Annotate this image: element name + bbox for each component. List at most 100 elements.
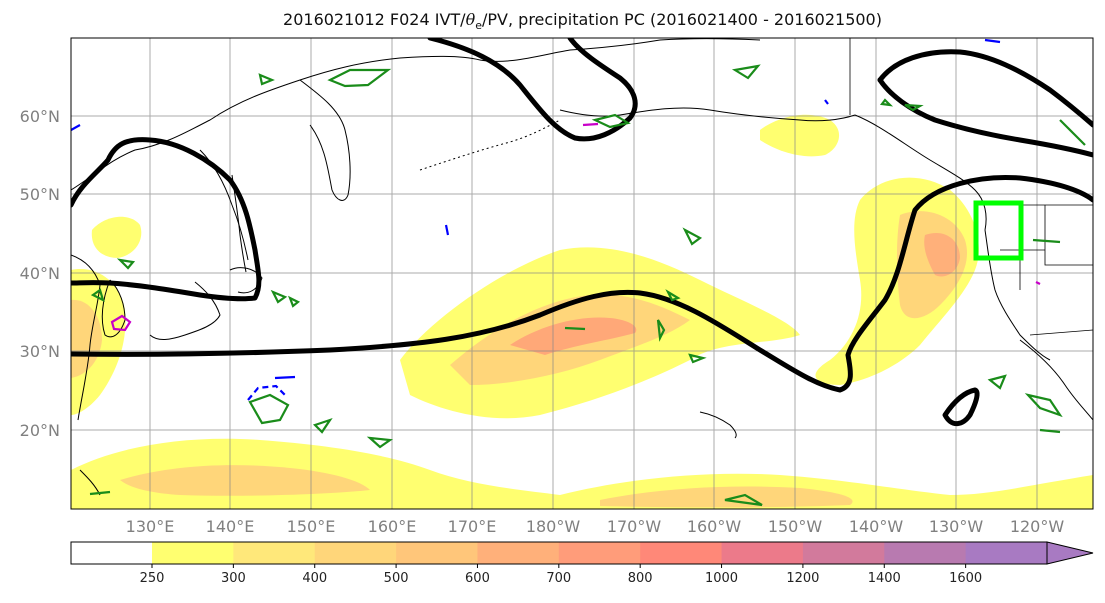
pv-blob-12	[665, 289, 681, 302]
border-us-states-2	[1044, 205, 1093, 266]
pv-neg-1	[247, 384, 286, 401]
coast-china-east	[71, 254, 101, 421]
colorbar-tick-label: 400	[302, 571, 327, 586]
pv-blob-21	[1032, 238, 1061, 244]
map-frame	[70, 37, 1094, 510]
lat-label-60n: 60°N	[20, 107, 60, 126]
lon-label-150e: 150°E	[287, 517, 336, 536]
pv-blob-13	[656, 319, 666, 342]
pv-blob-24	[1059, 119, 1086, 146]
border-us-mexico	[1029, 329, 1093, 336]
ivt-tropics-band-east-mid	[600, 486, 853, 508]
colorbar-tick-label: 250	[140, 571, 165, 586]
colorbar-tick-label: 300	[221, 571, 246, 586]
colorbar-ticks: 250 300 400 500 600 700 800 1000 1200 1400 1600	[140, 564, 982, 586]
theta-e-north-arc	[427, 38, 638, 142]
pv-blob-20	[1024, 393, 1063, 418]
coast-british-columbia	[854, 114, 987, 231]
pv-blob-10	[287, 295, 301, 308]
pv-blob-8	[90, 288, 105, 303]
latitude-labels: 60°N 50°N 40°N 30°N 20°N	[20, 107, 60, 440]
colorbar-tick-label: 500	[384, 571, 409, 586]
colorbar-extend-arrow	[1046, 541, 1094, 565]
theta-subscript: e	[475, 19, 482, 33]
lon-label-180w: 180°W	[526, 517, 581, 536]
pv-blob-11	[682, 227, 703, 246]
ivt-shading	[71, 114, 1093, 509]
colorbar-segment	[477, 542, 560, 564]
theta-e-closed-sw	[942, 387, 980, 427]
pv-magenta-3	[1035, 281, 1041, 285]
colorbar-tick-label: 1000	[705, 571, 738, 586]
coast-japan-hokkaido	[229, 267, 263, 294]
pv-blob-23	[564, 326, 586, 331]
colorbar-tick-label: 600	[465, 571, 490, 586]
theta-e-ne-loop	[877, 49, 1093, 128]
ivt-tropics-band-west-mid	[120, 465, 370, 496]
ivt-plume-north-gulf	[760, 114, 840, 157]
colorbar-segment-below	[71, 542, 152, 564]
pv-blob-19	[987, 374, 1007, 390]
pv-neg-6	[824, 99, 829, 105]
pv-blob-16	[312, 417, 333, 434]
lon-label-170w: 170°W	[607, 517, 662, 536]
pv-contours-green	[89, 64, 1086, 507]
lon-label-170e: 170°E	[448, 517, 497, 536]
colorbar: 250 300 400 500 600 700 800 1000 1200 1400 1600	[70, 541, 1094, 586]
theta-e-ne-arc-low	[877, 77, 1093, 158]
lon-label-150w: 150°W	[768, 517, 823, 536]
theta-symbol: θ	[465, 10, 476, 29]
colorbar-tick-label: 1200	[786, 571, 819, 586]
ivt-plume-central-high	[510, 317, 637, 355]
pv-neg-3	[444, 224, 450, 236]
pv-blob-25	[89, 490, 111, 496]
theta-e-contours	[71, 38, 1093, 427]
pv-blob-3	[591, 113, 631, 129]
lon-label-130e: 130°E	[126, 517, 175, 536]
colorbar-segment	[884, 542, 967, 564]
pv-neg-2	[274, 375, 296, 380]
colorbar-tick-label: 1400	[868, 571, 901, 586]
lat-label-50n: 50°N	[20, 185, 60, 204]
coast-siberia-north	[71, 55, 481, 191]
pv-neg-5	[984, 38, 1001, 44]
pv-blob-5	[879, 98, 894, 107]
pv-blob-15	[248, 393, 290, 425]
pv-blob-2	[258, 73, 275, 86]
colorbar-segments	[152, 542, 1048, 564]
ivt-plume-east-high	[924, 232, 960, 277]
pv-blob-17	[366, 436, 394, 449]
coast-korea	[101, 279, 126, 338]
pv-blob-6	[904, 103, 924, 112]
pv-contours-magenta	[110, 122, 1041, 332]
pv-magenta-1	[110, 314, 132, 332]
lon-label-140e: 140°E	[206, 517, 255, 536]
pv-magenta-2	[582, 122, 599, 127]
colorbar-tick-label: 700	[546, 571, 571, 586]
coast-baja-mexico	[1019, 339, 1093, 421]
lat-label-30n: 30°N	[20, 342, 60, 361]
pv-blob-22	[1039, 428, 1061, 434]
pv-neg-4	[71, 124, 81, 131]
lat-label-20n: 20°N	[20, 421, 60, 440]
pv-blob-1	[327, 68, 392, 88]
lat-label-40n: 40°N	[20, 264, 60, 283]
longitude-labels: 130°E 140°E 150°E 160°E 170°E 180°W 170°…	[126, 517, 1065, 536]
coast-aleutians	[419, 119, 561, 171]
theta-e-main-contour	[71, 175, 1093, 393]
pv-contours-blue	[71, 38, 1001, 401]
colorbar-segment	[558, 542, 641, 564]
coast-kamchatka	[299, 79, 351, 201]
theta-e-west-loop	[71, 137, 262, 302]
colorbar-segment	[965, 542, 1048, 564]
colorbar-segment	[802, 542, 885, 564]
coast-bering-alaska	[479, 38, 761, 62]
lon-label-140w: 140°W	[849, 517, 904, 536]
pv-blob-14	[688, 353, 707, 364]
coast-sakhalin	[231, 174, 247, 273]
colorbar-segment	[721, 542, 804, 564]
colorbar-tick-label: 800	[628, 571, 653, 586]
colorbar-segment	[314, 542, 397, 564]
colorbar-segment	[396, 542, 478, 564]
